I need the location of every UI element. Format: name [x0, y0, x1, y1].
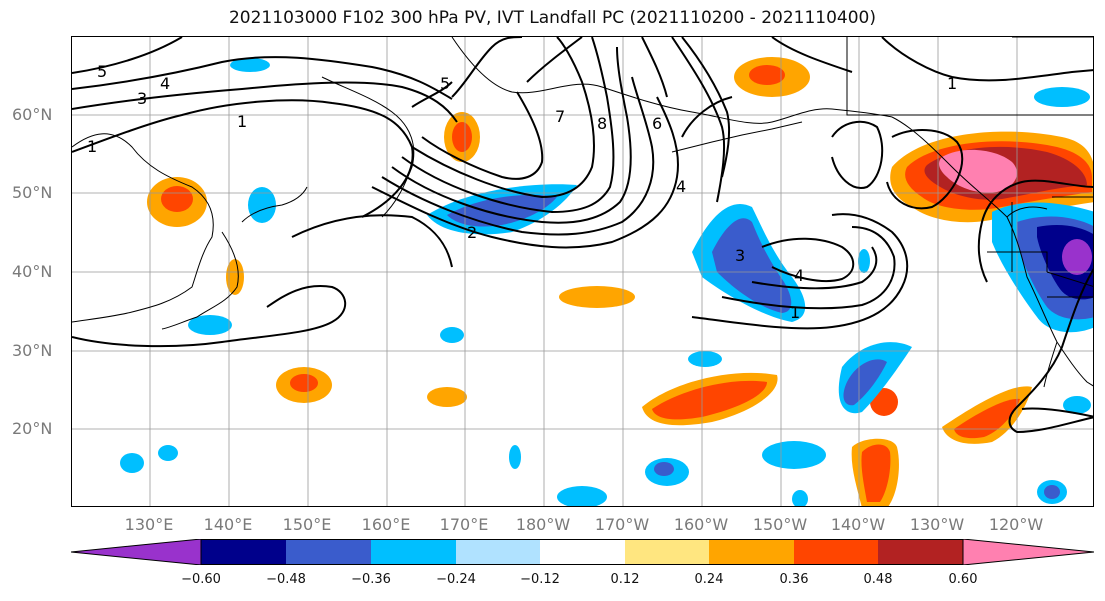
contour-label: 1 [790, 303, 800, 322]
shade-negative-small1 [440, 327, 464, 343]
shade-positive-nepac-pink [939, 149, 1017, 193]
shade-positive-bering-core [749, 65, 785, 85]
colorbar-bin [371, 539, 456, 565]
contour-label: 7 [555, 107, 565, 126]
contour-label: 3 [735, 246, 745, 265]
shade-negative-small3 [120, 453, 144, 473]
shade-positive-sw-us-core [954, 398, 1020, 439]
lon-label-180w: 180°W [515, 515, 571, 534]
lon-label-140w: 140°W [830, 515, 886, 534]
colorbar-tick: −0.12 [520, 572, 560, 587]
lon-label-150w: 150°W [752, 515, 808, 534]
colorbar-bin [456, 539, 540, 565]
colorbar [70, 538, 1095, 566]
colorbar-tick: −0.60 [181, 572, 221, 587]
shade-negative-trop4-core [1044, 485, 1060, 499]
colorbar-extend-low [70, 538, 202, 566]
colorbar-bin [878, 539, 963, 565]
contour-label: 1 [947, 74, 957, 93]
colorbar-swatches [70, 538, 1095, 566]
colorbar-bin [625, 539, 709, 565]
colorbar-tick: 0.48 [863, 572, 893, 587]
colorbar-tick: 0.12 [610, 572, 640, 587]
shade-positive-westpac-core [290, 374, 318, 392]
shade-negative-westcoast-purple [1062, 239, 1092, 275]
lon-label-160e: 160°E [361, 515, 411, 534]
lon-label-170e: 170°E [439, 515, 489, 534]
contour-label: 1 [237, 112, 247, 131]
colorbar-tick: 0.24 [694, 572, 724, 587]
shade-negative-small5 [1034, 87, 1090, 107]
coastlines [72, 37, 1093, 388]
colorbar-tick: 0.60 [948, 572, 978, 587]
shade-negative-small9 [858, 249, 870, 273]
shade-positive-subtrop-core [652, 380, 767, 420]
shade-positive-japan [226, 259, 244, 295]
shade-negative-kamchatka [248, 187, 276, 223]
lat-label-60n: 60°N [12, 105, 53, 124]
lon-label-150e: 150°E [282, 515, 332, 534]
shade-negative-small4 [158, 445, 178, 461]
pv-contours [72, 37, 1093, 434]
shade-positive-southeast-core [861, 444, 891, 502]
contour-label: 2 [467, 223, 477, 242]
colorbar-bin [201, 539, 286, 565]
contour-label: 5 [97, 62, 107, 81]
contour-label: 3 [137, 89, 147, 108]
map-title: 2021103000 F102 300 hPa PV, IVT Landfall… [228, 8, 876, 28]
colorbar-tick: −0.48 [266, 572, 306, 587]
colorbar-tick: 0.36 [779, 572, 809, 587]
contour-label: 5 [440, 74, 450, 93]
shading-layer [120, 57, 1093, 506]
lat-label-20n: 20°N [12, 419, 53, 438]
shade-negative-trop1-core [654, 462, 674, 476]
lat-label-50n: 50°N [12, 183, 53, 202]
shade-negative-small8 [509, 445, 521, 469]
shade-negative-hawaii-blue [843, 359, 887, 406]
colorbar-bin [540, 539, 625, 565]
contour-label: 4 [794, 266, 804, 285]
contour-label: 8 [597, 114, 607, 133]
lon-label-160w: 160°W [673, 515, 729, 534]
shade-negative-trop2 [762, 441, 826, 469]
shade-negative-east-blue [712, 218, 792, 313]
shade-positive-china-core [161, 186, 193, 212]
shade-negative-small10 [792, 490, 808, 506]
contour-label: 4 [676, 177, 686, 196]
contour-label: 6 [652, 114, 662, 133]
colorbar-bin [709, 539, 794, 565]
lon-label-140e: 140°E [203, 515, 253, 534]
contour-label: 1 [87, 137, 97, 156]
map-canvas: 5 4 3 1 1 5 7 8 6 4 2 3 4 1 1 [72, 37, 1093, 506]
colorbar-tick: −0.36 [351, 572, 391, 587]
lon-label-130e: 130°E [124, 515, 174, 534]
colorbar-tick: −0.24 [436, 572, 476, 587]
shade-negative-small2 [688, 351, 722, 367]
shade-negative-small7 [1063, 396, 1091, 414]
colorbar-bin [286, 539, 371, 565]
graticule [72, 37, 1093, 506]
shade-negative-small6 [230, 58, 270, 72]
shade-negative-japan [188, 315, 232, 335]
lat-label-40n: 40°N [12, 262, 53, 281]
shade-positive-midpac [559, 286, 635, 308]
map-panel: 5 4 3 1 1 5 7 8 6 4 2 3 4 1 1 [71, 36, 1094, 507]
contour-label: 4 [160, 74, 170, 93]
lon-label-130w: 130°W [909, 515, 965, 534]
shade-negative-trop3 [557, 486, 607, 506]
colorbar-extend-high [962, 538, 1095, 566]
colorbar-bin [794, 539, 878, 565]
lon-label-170w: 170°W [594, 515, 650, 534]
shade-positive-small1 [427, 387, 467, 407]
lon-label-120w: 120°W [988, 515, 1044, 534]
lat-label-30n: 30°N [12, 341, 53, 360]
shade-positive-okhotsk-core [452, 122, 472, 152]
